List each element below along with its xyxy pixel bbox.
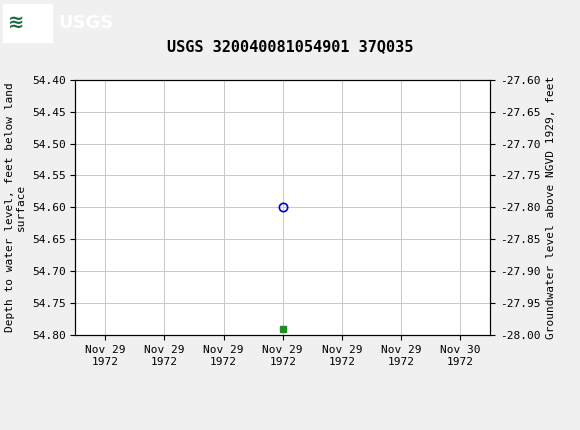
Text: USGS: USGS xyxy=(58,14,113,31)
Y-axis label: Depth to water level, feet below land
surface: Depth to water level, feet below land su… xyxy=(5,83,26,332)
Text: USGS 320040081054901 37Q035: USGS 320040081054901 37Q035 xyxy=(167,39,413,54)
FancyBboxPatch shape xyxy=(3,3,52,42)
Text: ≋: ≋ xyxy=(8,13,24,32)
Y-axis label: Groundwater level above NGVD 1929, feet: Groundwater level above NGVD 1929, feet xyxy=(546,76,556,339)
